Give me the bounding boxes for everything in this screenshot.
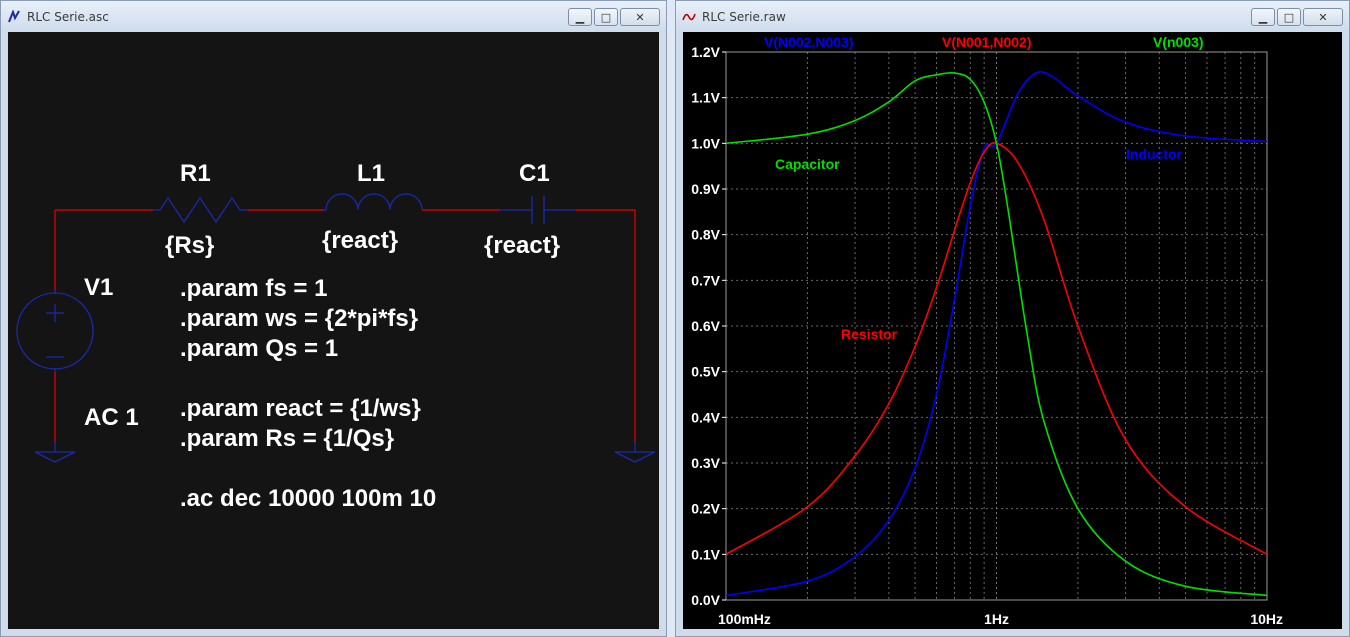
schematic-titlebar[interactable]: RLC Serie.asc ▁ □ ✕ [1,1,666,31]
wires[interactable] [54,209,636,442]
r1-value-label[interactable]: {Rs} [165,232,215,259]
r1-name-label[interactable]: R1 [180,160,211,187]
annotation-resistor: Resistor [841,326,898,342]
l1-name-label[interactable]: L1 [357,160,386,187]
inductor-l1-symbol[interactable] [324,193,423,211]
ltspice-icon [8,10,20,23]
y-tick-label: 0.6V [691,318,720,334]
waveform-icon [682,13,696,21]
close-button[interactable]: ✕ [1303,8,1343,26]
x-tick-label: 10Hz [1250,611,1283,627]
directive-line [180,364,436,394]
y-tick-label: 0.8V [691,227,720,243]
c1-value-label[interactable]: {react} [484,232,561,259]
schematic-canvas[interactable]: R1 {Rs} L1 {react} C1 {react} V1 AC 1 .p… [8,32,659,629]
directive-line: .param react = {1/ws} [180,395,421,422]
x-tick-label: 100mHz [718,611,771,627]
l1-value-label[interactable]: {react} [322,227,399,254]
waveform-titlebar[interactable]: RLC Serie.raw ▁ □ ✕ [676,1,1349,31]
y-tick-label: 0.5V [691,364,720,380]
legend-entry[interactable]: V(n003) [1153,34,1204,50]
annotation-inductor: Inductor [1126,146,1183,162]
waveform-title: RLC Serie.raw [702,10,786,24]
resistor-r1-symbol[interactable] [153,196,248,224]
y-tick-label: 0.1V [691,546,720,562]
y-tick-label: 1.2V [691,44,720,60]
trace-capacitor[interactable] [725,71,1268,597]
plot-pane[interactable]: 0.0V 0.1V 0.2V 0.3V 0.4V 0.5V 0.6V 0.7V 0.8V 0.9V… [683,32,1342,629]
y-tick-label: 0.0V [691,592,720,608]
y-tick-label: 0.7V [691,272,720,288]
x-tick-label: 1Hz [984,611,1009,627]
y-tick-label: 1.0V [691,135,720,151]
v1-value-label[interactable]: AC 1 [84,404,139,431]
directive-line: .param Qs = 1 [180,335,339,362]
directive-line: .param Rs = {1/Qs} [180,425,395,452]
maximize-icon: □ [600,10,612,24]
y-tick-label: 1.1V [691,90,720,106]
y-tick-label: 0.3V [691,455,720,471]
spice-directives[interactable]: .param fs = 1 .param ws = {2*pi*fs} .param… [180,274,436,514]
close-icon: ✕ [635,10,645,24]
directive-line: .param fs = 1 [180,275,328,302]
legend-entry[interactable]: V(N001,N002) [942,34,1032,50]
maximize-button[interactable]: □ [1277,8,1301,26]
y-tick-label: 0.2V [691,501,720,517]
close-button[interactable]: ✕ [620,8,660,26]
minimize-button[interactable]: ▁ [1251,8,1275,26]
minimize-icon: ▁ [1258,10,1268,24]
y-tick-label: 0.9V [691,181,720,197]
directive-line: .param ws = {2*pi*fs} [180,305,419,332]
close-icon: ✕ [1318,10,1328,24]
v1-name-label[interactable]: V1 [84,274,114,301]
waveform-window: RLC Serie.raw ▁ □ ✕ 0.0V 0.1V 0.2V 0.3V 0.4V… [675,0,1350,637]
directive-line [180,454,436,484]
schematic-window: RLC Serie.asc ▁ □ ✕ [0,0,667,637]
voltage-source-v1-symbol[interactable] [16,290,94,372]
capacitor-c1-symbol[interactable] [500,196,576,224]
directive-line: .ac dec 10000 100m 10 [180,485,437,512]
trace-resistor[interactable] [725,142,1268,555]
annotation-capacitor: Capacitor [775,156,840,172]
schematic-drawing [16,193,656,463]
schematic-title: RLC Serie.asc [27,10,109,24]
minimize-icon: ▁ [575,10,585,24]
minimize-button[interactable]: ▁ [568,8,592,26]
c1-name-label[interactable]: C1 [519,160,550,187]
legend-entry[interactable]: V(N002,N003) [764,34,854,50]
ground-right-icon[interactable] [614,442,656,463]
waveform-plot[interactable]: 0.0V 0.1V 0.2V 0.3V 0.4V 0.5V 0.6V 0.7V 0.8V 0.9V… [683,32,1342,629]
maximize-icon: □ [1283,10,1295,24]
y-tick-label: 0.4V [691,409,720,425]
ground-left-icon[interactable] [34,442,76,463]
maximize-button[interactable]: □ [594,8,618,26]
